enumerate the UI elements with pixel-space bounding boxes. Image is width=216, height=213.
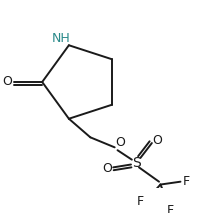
Text: O: O xyxy=(103,162,113,175)
Text: F: F xyxy=(167,204,174,213)
Text: O: O xyxy=(2,75,12,88)
Text: S: S xyxy=(132,156,140,170)
Text: O: O xyxy=(153,134,162,147)
Text: O: O xyxy=(115,136,125,149)
Text: NH: NH xyxy=(51,32,70,45)
Text: F: F xyxy=(137,195,144,208)
Text: F: F xyxy=(183,175,190,188)
